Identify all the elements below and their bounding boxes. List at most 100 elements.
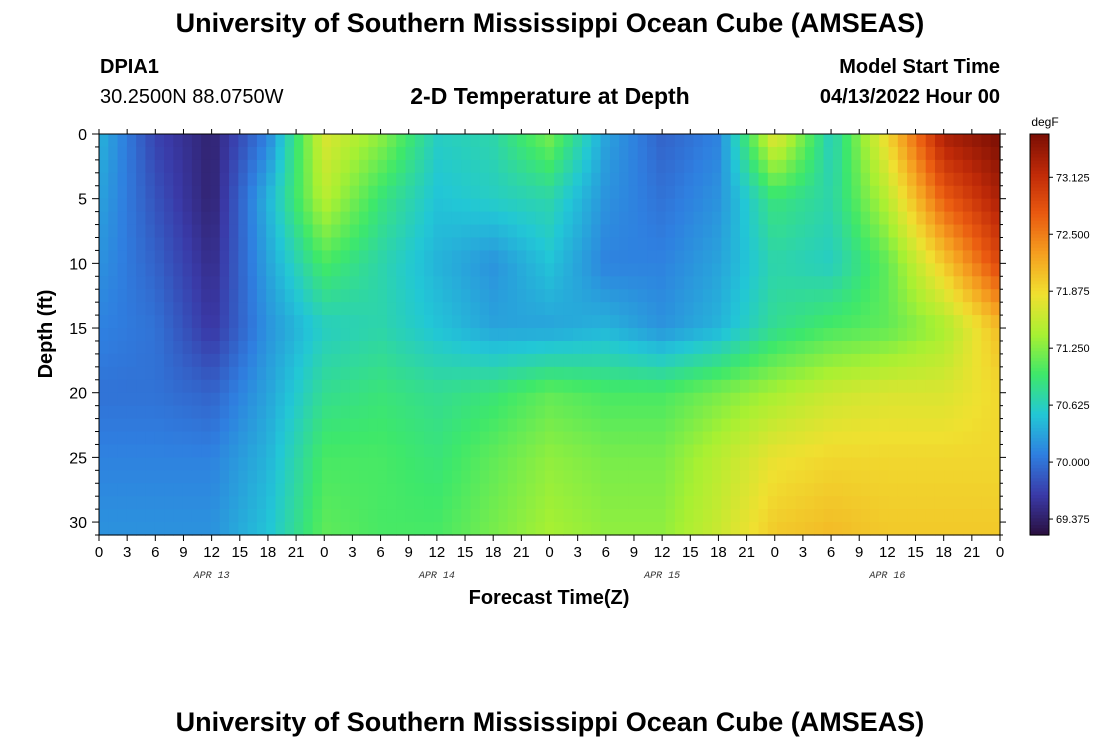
heatmap-cell <box>916 237 927 252</box>
heatmap-cell <box>294 392 304 407</box>
heatmap-cell <box>210 483 221 497</box>
heatmap-cell <box>164 315 174 329</box>
heatmap-cell <box>535 405 546 420</box>
heatmap-cell <box>219 392 230 407</box>
heatmap-cell <box>247 198 258 213</box>
heatmap-cell <box>990 328 1001 342</box>
heatmap-cell <box>786 315 797 329</box>
heatmap-cell <box>145 185 156 200</box>
heatmap-cell <box>191 522 202 536</box>
heatmap-cell <box>516 302 527 316</box>
heatmap-cell <box>832 276 843 290</box>
heatmap-cell <box>219 328 230 342</box>
heatmap-cell <box>99 431 109 446</box>
heatmap-cell <box>582 405 592 420</box>
heatmap-cell <box>990 134 1001 148</box>
heatmap-cell <box>489 340 500 355</box>
heatmap-cell <box>191 263 202 277</box>
heatmap-cell <box>591 392 602 407</box>
heatmap-cell <box>804 379 815 394</box>
heatmap-cell <box>795 483 806 497</box>
heatmap-cell <box>256 315 267 329</box>
heatmap-cell <box>219 211 230 226</box>
x-tick-label: 0 <box>545 544 553 561</box>
heatmap-cell <box>767 509 778 523</box>
heatmap-cell <box>869 483 880 497</box>
heatmap-cell <box>126 328 137 342</box>
heatmap-cell <box>934 483 945 497</box>
heatmap-cell <box>609 496 620 510</box>
heatmap-cell <box>544 185 555 200</box>
heatmap-cell <box>451 289 462 303</box>
heatmap-cell <box>201 328 212 342</box>
heatmap-cell <box>359 470 369 484</box>
heatmap-cell <box>136 353 147 368</box>
heatmap-cell <box>238 405 249 420</box>
heatmap-cell <box>860 134 871 148</box>
heatmap-cell <box>962 276 973 290</box>
heatmap-cell <box>340 328 351 342</box>
heatmap-cell <box>786 302 797 316</box>
heatmap-cell <box>442 289 453 303</box>
heatmap-cell <box>767 211 778 226</box>
heatmap-cell <box>507 146 518 161</box>
heatmap-cell <box>368 470 379 484</box>
heatmap-cell <box>266 198 277 213</box>
heatmap-cell <box>433 172 444 187</box>
heatmap-cell <box>489 431 500 446</box>
heatmap-cell <box>823 340 834 355</box>
heatmap-cell <box>888 172 899 187</box>
heatmap-cell <box>154 211 165 226</box>
heatmap-cell <box>182 405 193 420</box>
heatmap-cell <box>860 328 871 342</box>
heatmap-cell <box>647 328 657 342</box>
heatmap-cell <box>182 444 193 458</box>
heatmap-cell <box>656 224 667 239</box>
heatmap-cell <box>702 392 713 407</box>
heatmap-cell <box>266 159 277 174</box>
heatmap-cell <box>972 146 983 161</box>
heatmap-cell <box>321 366 332 381</box>
heatmap-cell <box>767 366 778 381</box>
heatmap-cell <box>693 172 704 187</box>
heatmap-cell <box>247 185 258 200</box>
heatmap-cell <box>897 185 908 200</box>
heatmap-cell <box>294 250 304 264</box>
colorbar-swatch <box>1030 134 1049 138</box>
heatmap-cell <box>526 198 537 213</box>
heatmap-cell <box>823 315 834 329</box>
heatmap-cell <box>526 457 537 471</box>
heatmap-cell <box>294 496 304 510</box>
heatmap-cell <box>907 328 917 342</box>
heatmap-cell <box>303 250 314 264</box>
heatmap-cell <box>424 509 434 523</box>
heatmap-cell <box>767 185 778 200</box>
heatmap-cell <box>944 263 955 277</box>
heatmap-cell <box>990 198 1001 213</box>
heatmap-cell <box>795 457 806 471</box>
heatmap-cell <box>944 224 955 239</box>
heatmap-cell <box>516 172 527 187</box>
heatmap-cell <box>247 509 258 523</box>
heatmap-cell <box>860 366 871 381</box>
heatmap-cell <box>489 198 500 213</box>
heatmap-cell <box>191 134 202 148</box>
heatmap-cell <box>563 496 574 510</box>
heatmap-cell <box>814 159 825 174</box>
heatmap-cell <box>331 470 342 484</box>
heatmap-cell <box>832 444 843 458</box>
heatmap-cell <box>414 250 425 264</box>
heatmap-cell <box>572 198 583 213</box>
heatmap-cell <box>712 289 722 303</box>
heatmap-cell <box>628 418 639 433</box>
heatmap-cell <box>637 211 648 226</box>
heatmap-cell <box>396 276 407 290</box>
heatmap-cell <box>451 263 462 277</box>
heatmap-cell <box>191 328 202 342</box>
heatmap-cell <box>331 172 342 187</box>
colorbar-swatch <box>1030 474 1049 479</box>
x-tick-label: 9 <box>855 544 863 561</box>
heatmap-cell <box>136 237 147 252</box>
colorbar-swatch <box>1030 501 1049 506</box>
heatmap-cell <box>173 379 184 394</box>
